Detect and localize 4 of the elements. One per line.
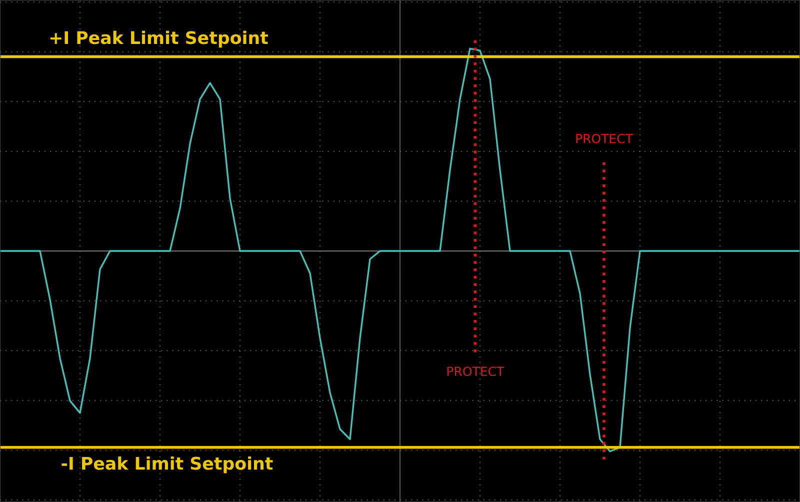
annotation: PROTECT: [576, 134, 634, 144]
ref-line-label: +I Peak Limit Setpoint: [50, 30, 268, 48]
ref-line-label: -I Peak Limit Setpoint: [62, 456, 273, 474]
annotation: PROTECT: [447, 366, 504, 376]
